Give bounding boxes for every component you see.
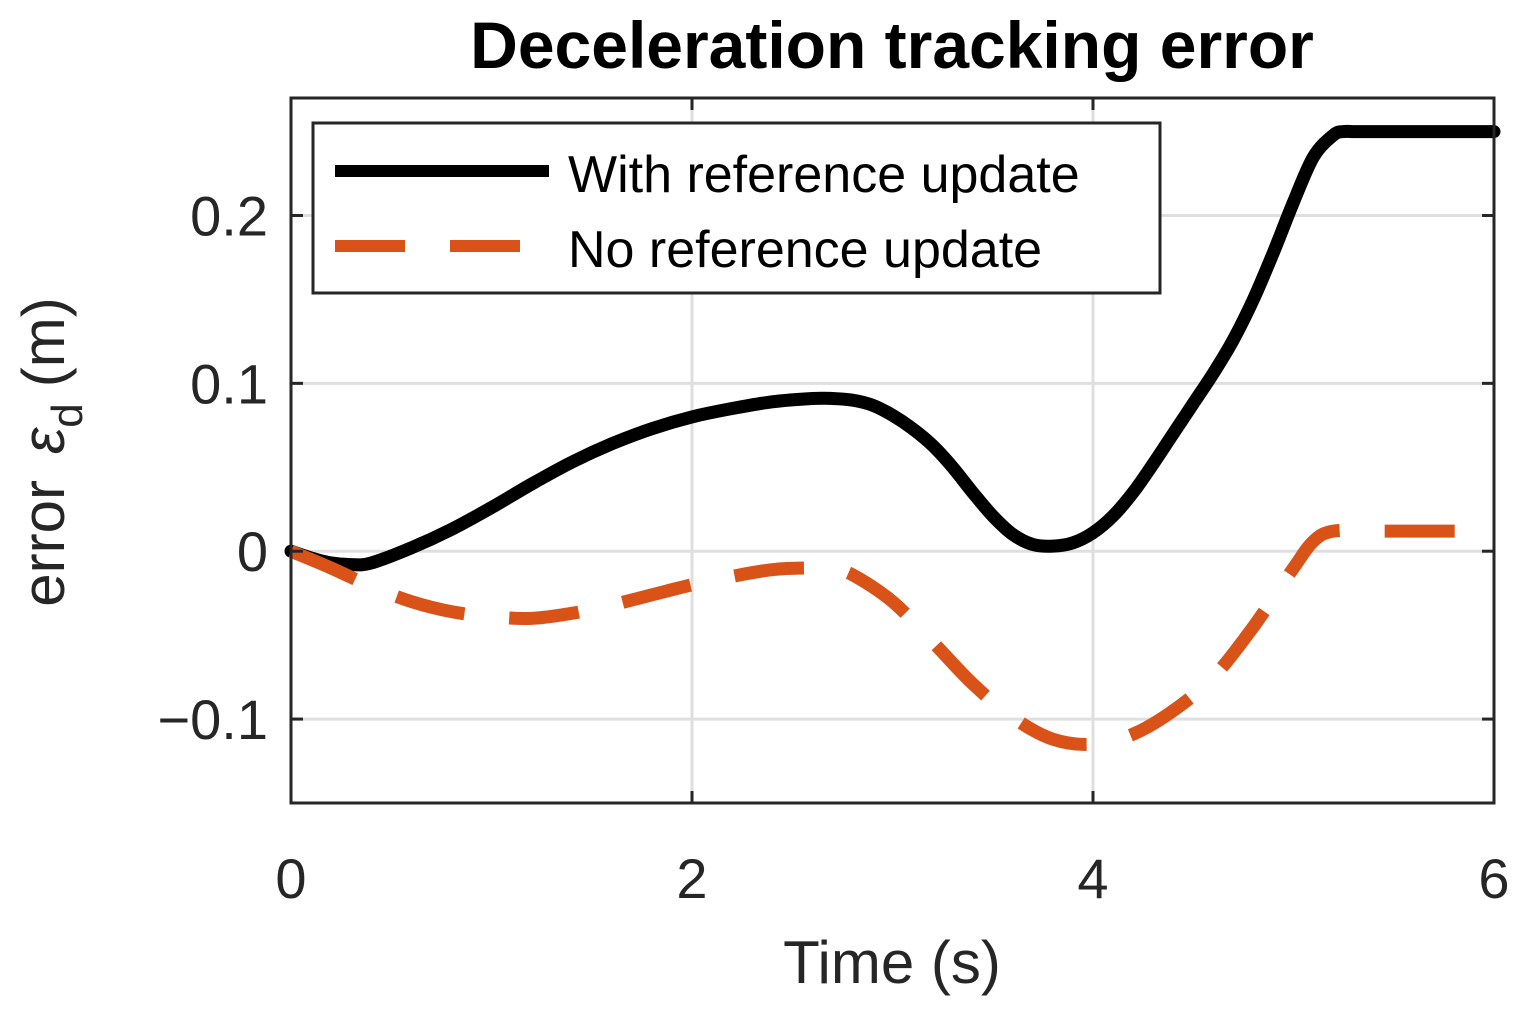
y-tick-label: 0.1 xyxy=(190,352,268,415)
x-tick-label: 2 xyxy=(676,847,707,910)
x-tick-label: 4 xyxy=(1077,847,1108,910)
y-axis-label-symbol: ε xyxy=(10,426,77,454)
legend: With reference update No reference updat… xyxy=(311,121,1162,295)
legend-label-with-reference-update: With reference update xyxy=(568,146,1080,204)
legend-box xyxy=(311,121,1162,295)
series-line-no-reference-update xyxy=(288,523,1494,751)
svg-text:errorεd(m): error εd (m) xyxy=(10,297,92,607)
y-tick-labels: −0.1 0 0.1 0.2 xyxy=(157,185,268,752)
x-tick-label: 6 xyxy=(1478,847,1509,910)
series-group xyxy=(284,124,1501,751)
y-tick-label: 0.2 xyxy=(190,185,268,248)
y-axis-label-subscript: d xyxy=(43,403,92,427)
plot-area-frame xyxy=(289,96,1496,805)
x-tick-labels: 0 2 4 6 xyxy=(275,847,1509,910)
y-axis-label-prefix: error xyxy=(10,480,77,607)
axis-ticks xyxy=(289,98,1496,803)
x-tick-label: 0 xyxy=(275,847,306,910)
chart-title: Deceleration tracking error xyxy=(470,8,1314,82)
x-axis-label: Time (s) xyxy=(783,929,1001,996)
legend-label-no-reference-update: No reference update xyxy=(568,221,1042,279)
y-tick-label: 0 xyxy=(237,520,268,583)
y-axis-label-unit: (m) xyxy=(10,297,77,387)
y-axis-label: error εd (m) xyxy=(10,297,92,607)
y-tick-label: −0.1 xyxy=(157,688,268,751)
series-line-with-reference-update xyxy=(284,124,1501,572)
